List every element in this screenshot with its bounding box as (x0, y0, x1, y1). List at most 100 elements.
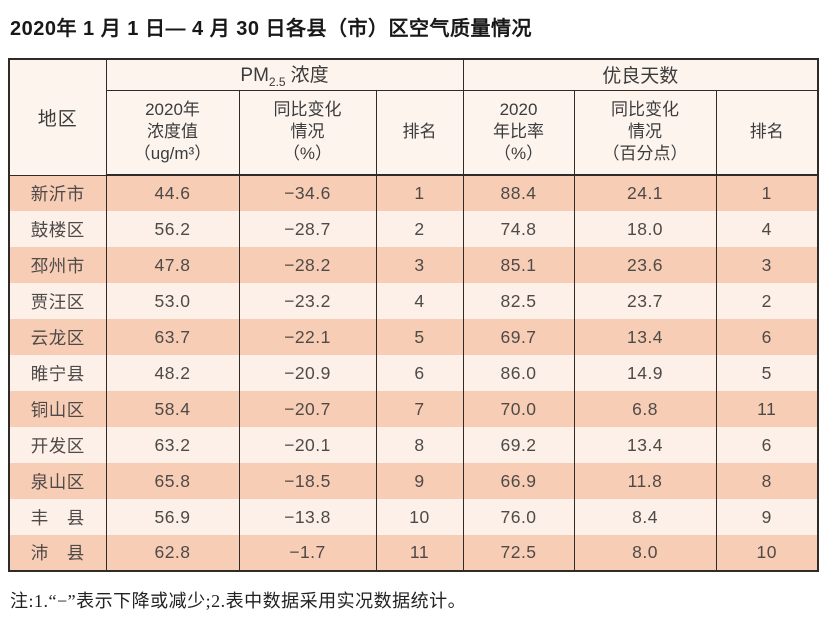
region-cell: 丰 县 (8, 499, 107, 535)
value-cell-0: 62.8 (105, 535, 240, 571)
region-cell: 云龙区 (8, 319, 107, 355)
header-group-pm25: PM2.5 浓度 (105, 59, 464, 91)
value-cell-0: 65.8 (105, 463, 240, 499)
pm25-label-subscript: 2.5 (268, 75, 286, 90)
value-cell-3: 85.1 (462, 247, 575, 283)
subheader-cell-4: 同比变化 情况 （百分点） (573, 90, 717, 176)
value-cell-2: 8 (375, 427, 464, 463)
value-cell-1: −23.2 (238, 283, 377, 319)
value-cell-5: 3 (715, 247, 819, 283)
air-quality-table: 地区 PM2.5 浓度 优良天数 2020年 浓度值 （ug/m³） 同比变化 情况… (8, 58, 820, 572)
value-cell-2: 9 (375, 463, 464, 499)
value-cell-2: 3 (375, 247, 464, 283)
header-region: 地区 (8, 59, 107, 176)
value-cell-2: 1 (375, 175, 464, 211)
value-cell-3: 69.2 (462, 427, 575, 463)
value-cell-2: 5 (375, 319, 464, 355)
value-cell-4: 13.4 (573, 319, 717, 355)
value-cell-4: 24.1 (573, 175, 717, 211)
subheader-cell-1: 同比变化 情况 （%） (238, 90, 377, 176)
value-cell-1: −34.6 (238, 175, 377, 211)
value-cell-4: 8.0 (573, 535, 717, 571)
value-cell-2: 11 (375, 535, 464, 571)
value-cell-3: 70.0 (462, 391, 575, 427)
value-cell-3: 69.7 (462, 319, 575, 355)
value-cell-4: 6.8 (573, 391, 717, 427)
subheader-cell-0: 2020年 浓度值 （ug/m³） (105, 90, 240, 176)
value-cell-2: 6 (375, 355, 464, 391)
value-cell-5: 9 (715, 499, 819, 535)
value-cell-4: 11.8 (573, 463, 717, 499)
table-row: 云龙区 63.7 −22.1 5 69.7 13.4 6 (8, 319, 819, 355)
table-row: 泉山区 65.8 −18.5 9 66.9 11.8 8 (8, 463, 819, 499)
value-cell-5: 1 (715, 175, 819, 211)
value-cell-0: 63.2 (105, 427, 240, 463)
region-cell: 邳州市 (8, 247, 107, 283)
subheader-cell-3: 2020 年比率 （%） (462, 90, 575, 176)
value-cell-1: −18.5 (238, 463, 377, 499)
value-cell-5: 10 (715, 535, 819, 571)
value-cell-0: 56.9 (105, 499, 240, 535)
subheader-cell-2: 排名 (375, 90, 464, 176)
value-cell-1: −20.1 (238, 427, 377, 463)
table-row: 贾汪区 53.0 −23.2 4 82.5 23.7 2 (8, 283, 819, 319)
table-body: 新沂市 44.6 −34.6 1 88.4 24.1 1 鼓楼区 56.2 −28.7 2 74.8 1… (8, 175, 819, 571)
value-cell-3: 82.5 (462, 283, 575, 319)
value-cell-3: 66.9 (462, 463, 575, 499)
value-cell-5: 6 (715, 427, 819, 463)
value-cell-4: 18.0 (573, 211, 717, 247)
region-cell: 铜山区 (8, 391, 107, 427)
region-cell: 鼓楼区 (8, 211, 107, 247)
value-cell-3: 72.5 (462, 535, 575, 571)
region-cell: 睢宁县 (8, 355, 107, 391)
value-cell-1: −28.7 (238, 211, 377, 247)
value-cell-1: −20.9 (238, 355, 377, 391)
region-cell: 新沂市 (8, 175, 107, 211)
value-cell-4: 13.4 (573, 427, 717, 463)
value-cell-5: 11 (715, 391, 819, 427)
table-row: 睢宁县 48.2 −20.9 6 86.0 14.9 5 (8, 355, 819, 391)
header-group-good-days: 优良天数 (462, 59, 819, 91)
value-cell-0: 44.6 (105, 175, 240, 211)
table-row: 铜山区 58.4 −20.7 7 70.0 6.8 11 (8, 391, 819, 427)
value-cell-0: 56.2 (105, 211, 240, 247)
table-row: 新沂市 44.6 −34.6 1 88.4 24.1 1 (8, 175, 819, 211)
table-row: 邳州市 47.8 −28.2 3 85.1 23.6 3 (8, 247, 819, 283)
value-cell-4: 23.7 (573, 283, 717, 319)
page-title: 2020年 1 月 1 日— 4 月 30 日各县（市）区空气质量情况 (10, 18, 533, 40)
value-cell-0: 47.8 (105, 247, 240, 283)
group-header-row: 地区 PM2.5 浓度 优良天数 (8, 59, 819, 176)
pm25-label-suffix: 浓度 (290, 65, 329, 87)
region-cell: 泉山区 (8, 463, 107, 499)
pm25-label-prefix: PM (240, 65, 269, 87)
value-cell-1: −28.2 (238, 247, 377, 283)
value-cell-3: 76.0 (462, 499, 575, 535)
value-cell-1: −1.7 (238, 535, 377, 571)
value-cell-1: −22.1 (238, 319, 377, 355)
value-cell-4: 8.4 (573, 499, 717, 535)
table-header: 地区 PM2.5 浓度 优良天数 2020年 浓度值 （ug/m³） 同比变化 情况… (8, 59, 819, 176)
value-cell-5: 5 (715, 355, 819, 391)
value-cell-2: 10 (375, 499, 464, 535)
value-cell-0: 53.0 (105, 283, 240, 319)
table-row: 鼓楼区 56.2 −28.7 2 74.8 18.0 4 (8, 211, 819, 247)
value-cell-4: 23.6 (573, 247, 717, 283)
value-cell-4: 14.9 (573, 355, 717, 391)
value-cell-5: 2 (715, 283, 819, 319)
value-cell-0: 48.2 (105, 355, 240, 391)
value-cell-5: 6 (715, 319, 819, 355)
table-row: 沛 县 62.8 −1.7 11 72.5 8.0 10 (8, 535, 819, 571)
value-cell-1: −20.7 (238, 391, 377, 427)
value-cell-3: 74.8 (462, 211, 575, 247)
value-cell-1: −13.8 (238, 499, 377, 535)
subheader-cell-5: 排名 (715, 90, 819, 176)
value-cell-0: 63.7 (105, 319, 240, 355)
value-cell-2: 4 (375, 283, 464, 319)
table-row: 丰 县 56.9 −13.8 10 76.0 8.4 9 (8, 499, 819, 535)
table-row: 开发区 63.2 −20.1 8 69.2 13.4 6 (8, 427, 819, 463)
value-cell-3: 88.4 (462, 175, 575, 211)
region-cell: 开发区 (8, 427, 107, 463)
value-cell-2: 7 (375, 391, 464, 427)
footnote: 注:1.“−”表示下降或减少;2.表中数据采用实况数据统计。 (10, 591, 467, 611)
